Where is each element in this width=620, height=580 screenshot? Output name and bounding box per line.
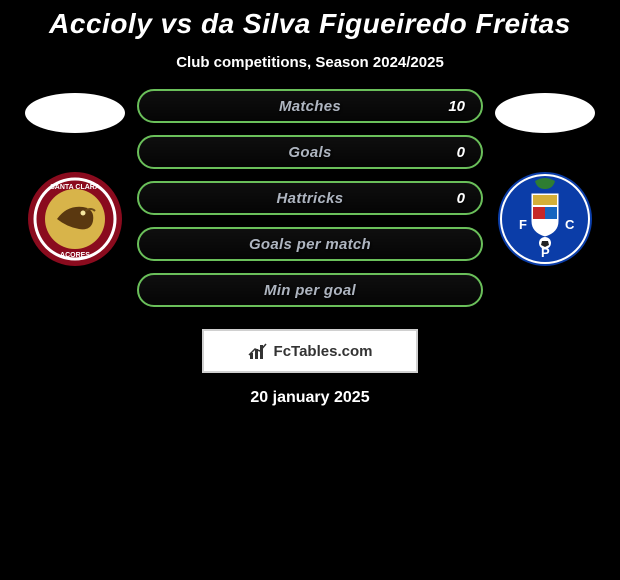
stat-label: Matches (279, 98, 341, 115)
svg-text:SANTA CLARA: SANTA CLARA (50, 184, 100, 191)
svg-text:F: F (519, 217, 527, 232)
stats-infographic: Accioly vs da Silva Figueiredo Freitas C… (0, 0, 620, 407)
stat-label: Hattricks (277, 190, 344, 207)
club-badge-right: F C P (497, 171, 593, 267)
right-column: F C P (485, 89, 605, 267)
stat-label: Goals (288, 144, 331, 161)
page-title: Accioly vs da Silva Figueiredo Freitas (49, 8, 571, 40)
svg-text:C: C (565, 217, 575, 232)
stat-bar-matches: Matches 10 (137, 89, 483, 123)
stat-bar-goals-per-match: Goals per match (137, 227, 483, 261)
stat-bar-min-per-goal: Min per goal (137, 273, 483, 307)
stat-value-right: 0 (457, 144, 465, 161)
subtitle: Club competitions, Season 2024/2025 (176, 54, 444, 71)
watermark-text: FcTables.com (274, 343, 373, 360)
stats-list: Matches 10 Goals 0 Hattricks 0 Goals per match… (137, 89, 483, 319)
player-left-oval (25, 93, 125, 133)
stat-label: Min per goal (264, 282, 356, 299)
stat-bar-hattricks: Hattricks 0 (137, 181, 483, 215)
center-column: Matches 10 Goals 0 Hattricks 0 Goals per match… (135, 89, 485, 407)
content-row: SANTA CLARA AÇORES Matches10Goals0Hattri… (0, 89, 620, 407)
left-column: SANTA CLARA AÇORES (15, 89, 135, 267)
watermark: FcTables.com (202, 329, 418, 373)
stat-value-right: 0 (457, 190, 465, 207)
player-right-oval (495, 93, 595, 133)
stat-label: Goals per match (249, 236, 371, 253)
footer-date: 20 january 2025 (250, 389, 369, 407)
stat-value-right: 10 (448, 98, 465, 115)
bar-chart-icon (248, 341, 268, 361)
club-badge-left: SANTA CLARA AÇORES (27, 171, 123, 267)
stat-bar-goals: Goals 0 (137, 135, 483, 169)
svg-text:AÇORES: AÇORES (60, 252, 90, 259)
